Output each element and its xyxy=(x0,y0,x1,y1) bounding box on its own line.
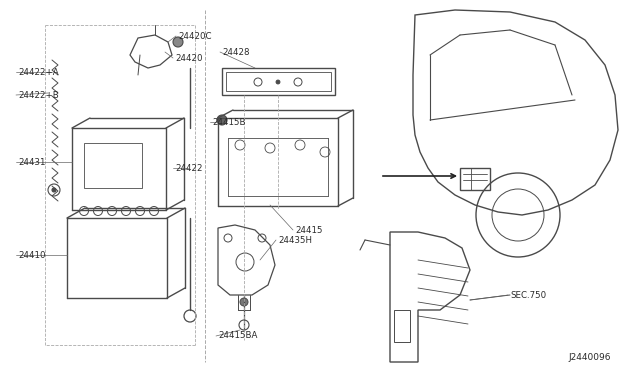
Text: 24415B: 24415B xyxy=(212,118,246,126)
Text: 24415BA: 24415BA xyxy=(218,331,257,340)
Bar xyxy=(84,143,142,188)
Bar xyxy=(394,310,410,342)
Text: 24428: 24428 xyxy=(222,48,250,57)
Text: 24431: 24431 xyxy=(18,157,45,167)
Text: 24435H: 24435H xyxy=(278,235,312,244)
Text: 24410: 24410 xyxy=(18,250,45,260)
Text: 24415: 24415 xyxy=(295,225,323,234)
Circle shape xyxy=(240,298,248,306)
Text: J2440096: J2440096 xyxy=(568,353,611,362)
Circle shape xyxy=(276,80,280,84)
Text: 24420: 24420 xyxy=(175,54,202,62)
Circle shape xyxy=(217,115,227,125)
Text: 24422: 24422 xyxy=(175,164,202,173)
Bar xyxy=(460,168,490,190)
Text: 24420C: 24420C xyxy=(178,32,211,41)
Circle shape xyxy=(173,37,183,47)
Text: 24422+A: 24422+A xyxy=(18,67,59,77)
Circle shape xyxy=(52,188,56,192)
Text: 24422+B: 24422+B xyxy=(18,90,59,99)
Text: SEC.750: SEC.750 xyxy=(510,291,546,299)
